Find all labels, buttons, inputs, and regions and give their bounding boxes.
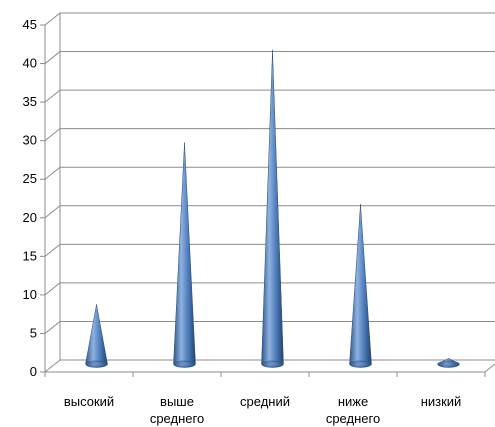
y-tick-label: 30 — [23, 133, 37, 148]
y-tick-label: 35 — [23, 94, 37, 109]
y-tick-label: 5 — [30, 325, 37, 340]
cone-2 — [261, 49, 284, 368]
x-category-label-line: среднего — [326, 411, 380, 426]
x-category-label-line: среднего — [150, 411, 204, 426]
gridline — [44, 51, 495, 64]
x-category-label-line: высокий — [64, 394, 114, 409]
cone-base — [349, 360, 372, 368]
x-category-label: выше среднего — [150, 394, 204, 426]
x-category-label-line: ниже — [338, 394, 368, 409]
x-category-label: ниже среднего — [326, 394, 380, 426]
cone-1 — [173, 142, 196, 368]
cone-body — [173, 142, 196, 368]
y-tick-label: 25 — [23, 171, 37, 186]
cone-base — [437, 360, 460, 368]
floor-right-edge — [484, 363, 495, 373]
cone-4 — [437, 358, 460, 368]
x-category-label-line: выше — [160, 394, 194, 409]
cone-base — [85, 360, 108, 368]
gridline — [44, 128, 495, 142]
y-tick-label: 15 — [23, 248, 37, 263]
y-tick-label: 20 — [23, 210, 37, 225]
cone-base — [261, 360, 284, 368]
gridline — [44, 166, 495, 180]
x-category-label-line: средний — [240, 394, 290, 409]
y-tick-label: 40 — [23, 56, 37, 71]
y-axis-tick-labels: 0 5 10 15 20 25 30 35 40 45 — [23, 17, 37, 379]
gridlines — [40, 12, 495, 377]
cone-body — [85, 304, 108, 368]
gridline — [44, 12, 495, 26]
cone-body — [349, 204, 372, 368]
gridline — [44, 243, 495, 257]
x-category-label: низкий — [421, 394, 462, 409]
cone-series — [85, 49, 460, 368]
cone-body — [261, 49, 284, 368]
gridline — [44, 205, 495, 219]
x-category-label: средний — [240, 394, 290, 409]
gridline — [44, 89, 495, 103]
y-tick-label: 10 — [23, 287, 37, 302]
gridline — [44, 282, 495, 296]
x-category-label-line: низкий — [421, 394, 462, 409]
x-category-label: высокий — [64, 394, 114, 409]
cone-0 — [85, 304, 108, 368]
y-tick-label: 45 — [23, 17, 37, 32]
y-tick-label: 0 — [30, 364, 37, 379]
cone-base — [173, 360, 196, 368]
cone-3 — [349, 204, 372, 368]
